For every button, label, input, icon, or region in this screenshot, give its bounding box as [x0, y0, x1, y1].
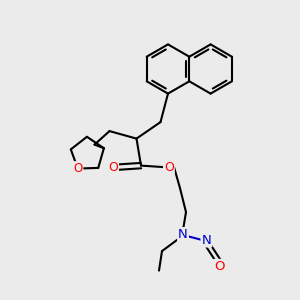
- Text: O: O: [214, 260, 225, 273]
- Text: N: N: [202, 233, 211, 247]
- Text: O: O: [164, 160, 174, 174]
- Text: O: O: [108, 160, 118, 174]
- Text: O: O: [73, 162, 83, 175]
- Text: N: N: [178, 228, 188, 241]
